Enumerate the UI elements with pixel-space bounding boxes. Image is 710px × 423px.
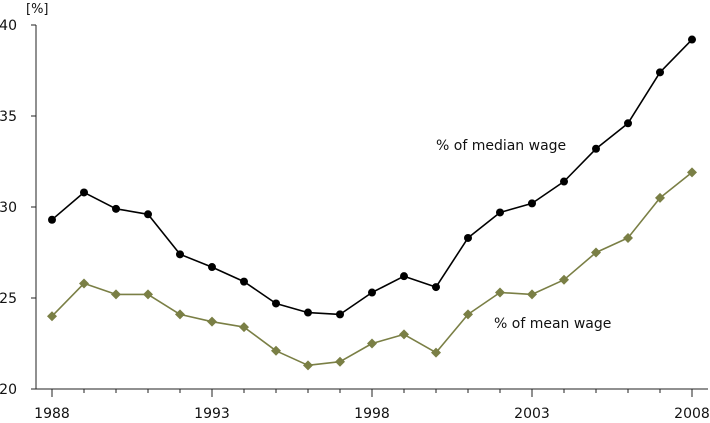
chart-axes (35, 25, 708, 390)
data-point-median (48, 215, 56, 224)
data-point-mean (655, 192, 665, 203)
series-label-median: % of median wage (436, 138, 566, 154)
data-point-mean (463, 309, 473, 320)
data-point-mean (495, 287, 505, 298)
series-label-mean: % of mean wage (494, 316, 611, 332)
data-point-median (80, 188, 88, 197)
data-point-median (272, 299, 280, 308)
x-tick-label: 1988 (34, 406, 70, 422)
data-point-median (432, 283, 440, 292)
data-point-mean (271, 345, 281, 356)
data-point-median (400, 272, 408, 281)
data-point-median (688, 35, 696, 44)
series-line-0 (51, 39, 693, 316)
data-point-mean (47, 311, 57, 322)
y-tick-label: 35 (0, 109, 17, 125)
y-tick-label: 30 (0, 200, 17, 216)
data-point-median (240, 277, 248, 286)
data-point-median (624, 119, 632, 128)
data-point-mean (591, 247, 601, 258)
data-point-median (464, 233, 472, 242)
data-point-median (528, 199, 536, 208)
data-point-median (304, 308, 312, 317)
data-point-median (560, 177, 568, 186)
data-point-median (592, 144, 600, 153)
data-point-median (656, 68, 664, 77)
data-point-mean (559, 274, 569, 285)
data-point-mean (367, 338, 377, 349)
tick-labels: 20 25 30 35 40 1988 1993 1998 2003 2008 (0, 18, 710, 422)
data-point-mean (623, 232, 633, 243)
data-point-median (208, 263, 216, 272)
data-point-mean (207, 316, 217, 327)
data-point-mean (175, 309, 185, 320)
tick-marks (31, 24, 693, 397)
data-point-mean (79, 278, 89, 289)
data-point-median (336, 310, 344, 319)
data-point-median (496, 208, 504, 217)
data-point-mean (111, 289, 121, 300)
y-tick-label: 20 (0, 382, 17, 398)
data-point-mean (431, 347, 441, 358)
y-unit-label: [%] (26, 2, 49, 17)
data-point-mean (687, 167, 697, 178)
data-point-mean (303, 360, 313, 371)
data-point-mean (335, 356, 345, 367)
data-point-median (176, 250, 184, 259)
data-point-median (144, 210, 152, 219)
x-tick-label: 2008 (674, 406, 710, 422)
data-point-mean (239, 322, 249, 333)
data-point-mean (399, 329, 409, 340)
data-point-median (368, 288, 376, 297)
series-markers (47, 35, 697, 371)
data-point-median (112, 204, 120, 213)
x-tick-label: 1993 (194, 406, 230, 422)
data-point-mean (527, 289, 537, 300)
data-point-mean (143, 289, 153, 300)
series-line-1 (51, 171, 693, 367)
x-tick-label: 1998 (354, 406, 390, 422)
x-tick-label: 2003 (514, 406, 550, 422)
y-tick-label: 40 (0, 18, 17, 34)
y-tick-label: 25 (0, 291, 17, 307)
